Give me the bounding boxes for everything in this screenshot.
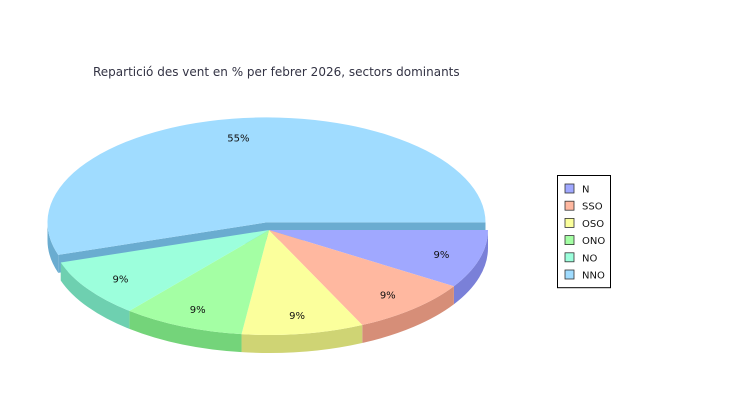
legend-swatch-n <box>564 183 575 194</box>
legend: N SSO OSO ONO NO NNO <box>557 175 611 289</box>
pie-slice-side-n <box>453 230 488 305</box>
legend-label-ono: ONO <box>582 236 605 247</box>
slice-value-label-oso: 9% <box>289 311 305 322</box>
slice-value-label-sso: 9% <box>380 291 396 302</box>
pie-slices <box>47 117 488 353</box>
legend-label-n: N <box>582 185 589 196</box>
legend-label-sso: SSO <box>582 202 603 213</box>
pie-slice-no <box>60 230 269 311</box>
pie-slice-n <box>269 230 488 287</box>
slice-value-label-no: 9% <box>113 274 129 285</box>
legend-box <box>557 175 611 289</box>
legend-label-oso: OSO <box>582 219 604 230</box>
legend-swatch-oso <box>564 217 575 228</box>
pie-slice-oso <box>241 230 363 335</box>
legend-label-nno: NNO <box>582 271 605 282</box>
slice-value-label-nno: 55% <box>227 133 249 144</box>
pie-slice-side-ono <box>129 310 242 353</box>
pie-slice-side-oso <box>241 325 363 353</box>
pie-slice-side-no <box>60 262 130 329</box>
pie-slice-sso <box>269 230 454 326</box>
slice-value-label-ono: 9% <box>190 305 206 316</box>
slice-value-label-n: 9% <box>434 250 450 261</box>
pie-slice-side-nno <box>47 222 59 273</box>
legend-swatch-nno <box>564 269 575 280</box>
legend-swatch-no <box>564 252 575 263</box>
pie-slice-ono <box>129 230 269 335</box>
legend-swatch-ono <box>564 235 575 246</box>
legend-label-no: NO <box>582 253 597 264</box>
slice-labels: 9% 9% 9% 9% 9% 55% <box>113 133 450 322</box>
pie-slice-side-sso <box>362 286 454 344</box>
legend-swatch-sso <box>564 200 575 211</box>
chart-title: Repartició des vent en % per febrer 2026… <box>93 65 460 79</box>
pie-slice-nno <box>47 117 486 255</box>
